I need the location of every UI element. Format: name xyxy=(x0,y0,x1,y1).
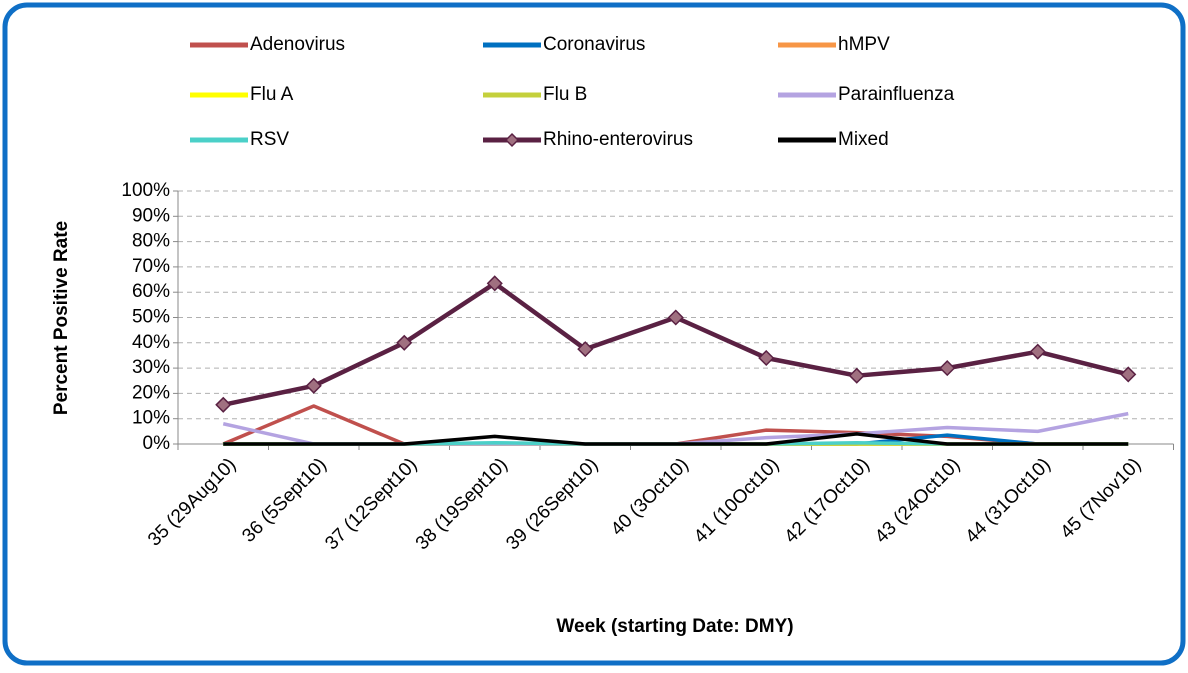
data-point xyxy=(577,341,594,358)
legend-label: Adenovirus xyxy=(250,34,345,55)
y-tick-label: 20% xyxy=(132,382,170,403)
data-point xyxy=(758,349,775,367)
legend-label: Parainfluenza xyxy=(838,84,955,105)
y-axis-title: Percent Positive Rate xyxy=(51,221,72,415)
data-point xyxy=(1029,343,1046,360)
legend-label: hMPV xyxy=(838,34,890,55)
data-point xyxy=(939,360,956,377)
data-point xyxy=(396,334,413,351)
data-point xyxy=(486,275,503,292)
data-point xyxy=(848,367,865,384)
x-axis-title: Week (starting Date: DMY) xyxy=(556,616,793,637)
y-tick-label: 30% xyxy=(132,357,170,378)
data-point xyxy=(305,377,322,394)
y-tick-label: 50% xyxy=(132,307,170,328)
y-tick-label: 10% xyxy=(132,408,170,429)
legend-label: Mixed xyxy=(838,129,889,150)
legend-label: Coronavirus xyxy=(543,34,645,55)
series-line xyxy=(223,432,1129,446)
y-tick-label: 0% xyxy=(143,433,171,454)
y-tick-label: 40% xyxy=(132,332,170,353)
data-point xyxy=(667,309,684,326)
legend-label: RSV xyxy=(250,129,289,150)
data-point xyxy=(215,396,232,413)
y-tick-label: 100% xyxy=(121,180,170,201)
data-point xyxy=(1120,366,1137,383)
legend-marker xyxy=(504,132,520,148)
y-tick-label: 70% xyxy=(132,256,170,277)
legend-label: Flu A xyxy=(250,84,294,105)
y-tick-label: 90% xyxy=(132,205,170,226)
y-tick-label: 80% xyxy=(132,231,170,252)
y-tick-label: 60% xyxy=(132,281,170,302)
legend-label: Rhino-enterovirus xyxy=(543,129,693,150)
legend-label: Flu B xyxy=(543,84,587,105)
